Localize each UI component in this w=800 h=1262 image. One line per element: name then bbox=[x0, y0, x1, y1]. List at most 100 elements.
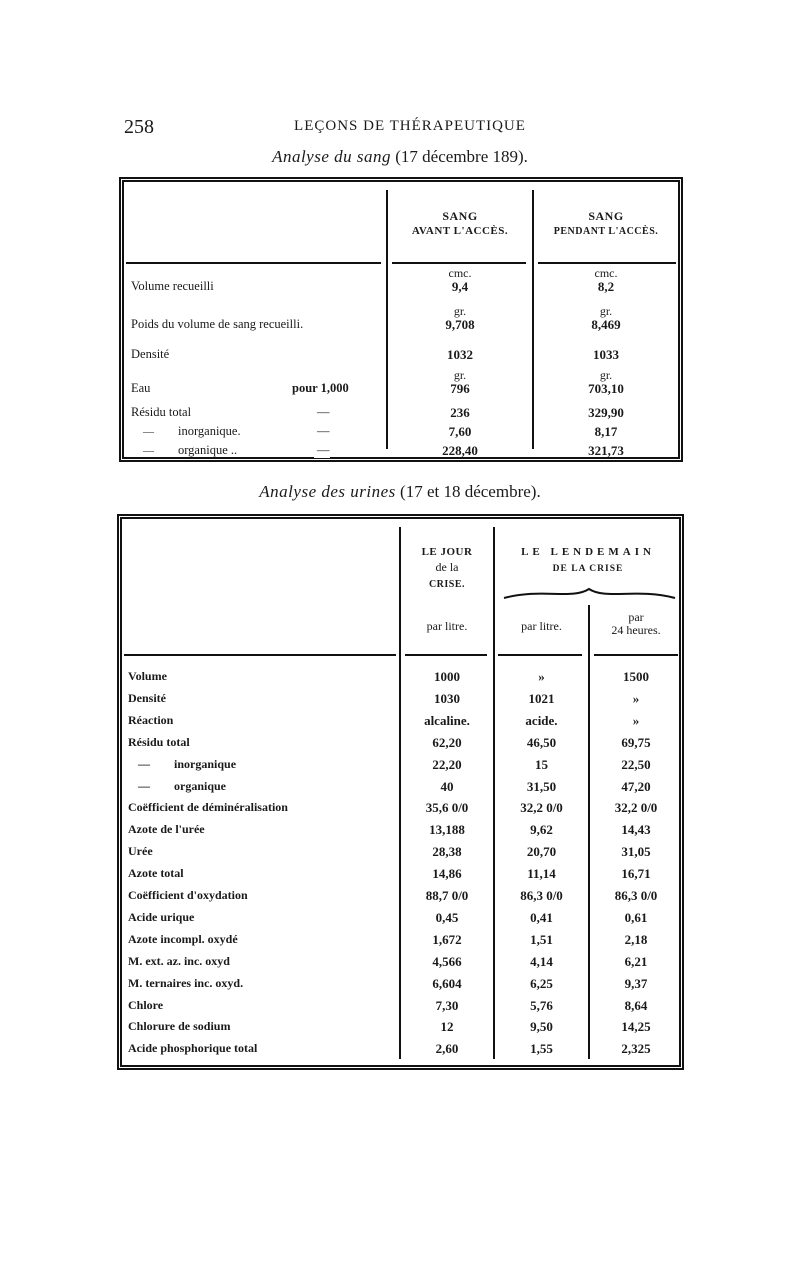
value-cell: 8,2 bbox=[597, 279, 615, 294]
row-label-text: Chlore bbox=[128, 997, 166, 1012]
value-cell: 1033 bbox=[593, 347, 619, 362]
row-label: Volume bbox=[128, 669, 394, 685]
row-label: Coëfficient de déminéralisation bbox=[128, 800, 394, 816]
header-line: 24 heures. bbox=[611, 623, 661, 637]
value-cell: 0,41 bbox=[530, 909, 553, 925]
row-label: — inorganique bbox=[128, 756, 394, 773]
header-line: par litre. bbox=[426, 619, 468, 633]
value-cell: 22,20 bbox=[432, 756, 462, 772]
value-cell: 31,50 bbox=[526, 778, 557, 794]
value-cell: 14,86 bbox=[432, 866, 462, 882]
row-label-text: Densité bbox=[131, 347, 172, 361]
value-cell: 12 bbox=[440, 1019, 454, 1035]
unit-label: cmc. bbox=[448, 266, 472, 280]
value-cell: 9,708 bbox=[445, 317, 475, 332]
value-cell: 46,50 bbox=[526, 734, 557, 750]
row-label-text: Urée bbox=[128, 844, 155, 859]
header-rule bbox=[405, 654, 487, 656]
value-cell: 20,70 bbox=[526, 844, 557, 860]
table-row: Urée 28,38 20,70 31,05 bbox=[122, 844, 679, 864]
unit-label: gr. bbox=[453, 368, 467, 382]
row-label-text: Azote de l'urée bbox=[128, 822, 207, 837]
urine-analysis-table: LE JOUR de la CRISE. par litre. LE LENDE… bbox=[117, 514, 684, 1070]
value-cell: 796 bbox=[450, 381, 470, 396]
value-cell: 8,17 bbox=[594, 424, 618, 439]
leader-dots bbox=[128, 767, 394, 770]
value-cell: 88,7 0/0 bbox=[425, 888, 469, 903]
value-cell: 1500 bbox=[623, 669, 649, 684]
table-row: Chlore 7,30 5,76 8,64 bbox=[122, 997, 679, 1018]
column-divider bbox=[493, 527, 495, 1059]
blood-analysis-table: SANG AVANT L'ACCÈS. SANG PENDANT L'ACCÈS… bbox=[119, 177, 683, 462]
row-label: Azote de l'urée bbox=[128, 822, 394, 838]
column-header-day-of-crisis: LE JOUR de la CRISE. bbox=[401, 545, 493, 592]
table-row: M. ternaires inc. oxyd. 6,604 6,25 9,37 bbox=[122, 975, 679, 996]
value-cell: 47,20 bbox=[621, 778, 651, 794]
row-label: Azote incompl. oxydé bbox=[128, 931, 394, 948]
column-header-during: SANG PENDANT L'ACCÈS. bbox=[534, 209, 678, 239]
header-line: CRISE. bbox=[428, 579, 466, 590]
value-cell: 703,10 bbox=[588, 381, 624, 396]
header-line: DE LA CRISE bbox=[552, 564, 624, 574]
column-subheader: par litre. bbox=[401, 619, 493, 635]
value-cell: 1,51 bbox=[530, 931, 553, 947]
row-label-text: M. ternaires inc. oxyd. bbox=[128, 975, 246, 990]
leader-dots bbox=[128, 855, 394, 858]
row-prefix: — bbox=[143, 426, 156, 438]
value-cell: 1,55 bbox=[530, 1041, 553, 1057]
table-row: Acide urique 0,45 0,41 0,61 bbox=[122, 909, 679, 930]
value-cell: 35,6 0/0 bbox=[425, 800, 469, 816]
row-label: Résidu total bbox=[131, 405, 251, 421]
row-note: — bbox=[314, 443, 330, 458]
row-label: Volume recueilli bbox=[131, 279, 381, 295]
row-label: Acide phosphorique total bbox=[128, 1041, 394, 1057]
value-cell: 5,76 bbox=[530, 997, 553, 1013]
row-label: — organique bbox=[128, 778, 394, 795]
column-divider bbox=[532, 190, 534, 449]
row-prefix: — bbox=[143, 445, 156, 457]
value-cell: 8,64 bbox=[624, 997, 648, 1013]
header-line: par litre. bbox=[521, 619, 562, 633]
row-note: pour 1,000 bbox=[289, 381, 349, 396]
row-label-text: inorganique. bbox=[178, 424, 243, 438]
table-row: Densité 1030 1021 » bbox=[122, 690, 679, 711]
row-label-text: Eau bbox=[131, 381, 153, 395]
row-label: Azote total bbox=[128, 866, 394, 882]
value-cell: 2,18 bbox=[624, 931, 648, 947]
value-cell: 14,25 bbox=[621, 1019, 651, 1035]
value-cell: 11,14 bbox=[527, 866, 556, 882]
unit-label: gr. bbox=[453, 304, 467, 318]
urine-analysis-caption: Analyse des urines (17 et 18 décembre). bbox=[0, 482, 800, 502]
value-cell: 228,40 bbox=[442, 443, 478, 458]
row-label: Coëfficient d'oxydation bbox=[128, 888, 394, 904]
page-number: 258 bbox=[124, 116, 154, 138]
header-line: AVANT L'ACCÈS. bbox=[411, 225, 509, 237]
header-line: LE LENDEMAIN bbox=[521, 546, 655, 558]
table-row: Réaction alcaline. acide. » bbox=[122, 712, 679, 733]
row-label-text: Réaction bbox=[128, 712, 176, 727]
value-cell: 22,50 bbox=[621, 756, 651, 772]
row-label: — organique .. bbox=[131, 443, 251, 459]
value-cell: 13,188 bbox=[429, 822, 465, 838]
value-cell: 9,37 bbox=[624, 975, 648, 991]
value-cell: 329,90 bbox=[588, 405, 624, 420]
row-label: Eau bbox=[131, 381, 291, 397]
header-rule bbox=[392, 262, 526, 264]
unit-label: gr. bbox=[599, 304, 613, 318]
row-label-text: organique .. bbox=[178, 443, 240, 457]
row-label: M. ext. az. inc. oxyd bbox=[128, 953, 394, 970]
table-row: — organique 40 31,50 47,20 bbox=[122, 778, 679, 799]
value-cell: acide. bbox=[525, 712, 558, 728]
unit-label: gr. bbox=[599, 368, 613, 382]
table-row: Chlorure de sodium 12 9,50 14,25 bbox=[122, 1019, 679, 1039]
row-label-text: Acide urique bbox=[128, 909, 197, 924]
leader-dots bbox=[131, 392, 291, 394]
brace-icon bbox=[503, 587, 676, 599]
value-cell: 14,43 bbox=[621, 822, 651, 838]
row-label-text: Azote total bbox=[128, 866, 186, 881]
value-cell: » bbox=[632, 690, 640, 706]
table-row: — inorganique 22,20 15 22,50 bbox=[122, 756, 679, 777]
row-label-text: M. ext. az. inc. oxyd bbox=[128, 953, 232, 968]
table-row: Azote incompl. oxydé 1,672 1,51 2,18 bbox=[122, 931, 679, 952]
value-cell: 1,672 bbox=[432, 931, 462, 947]
